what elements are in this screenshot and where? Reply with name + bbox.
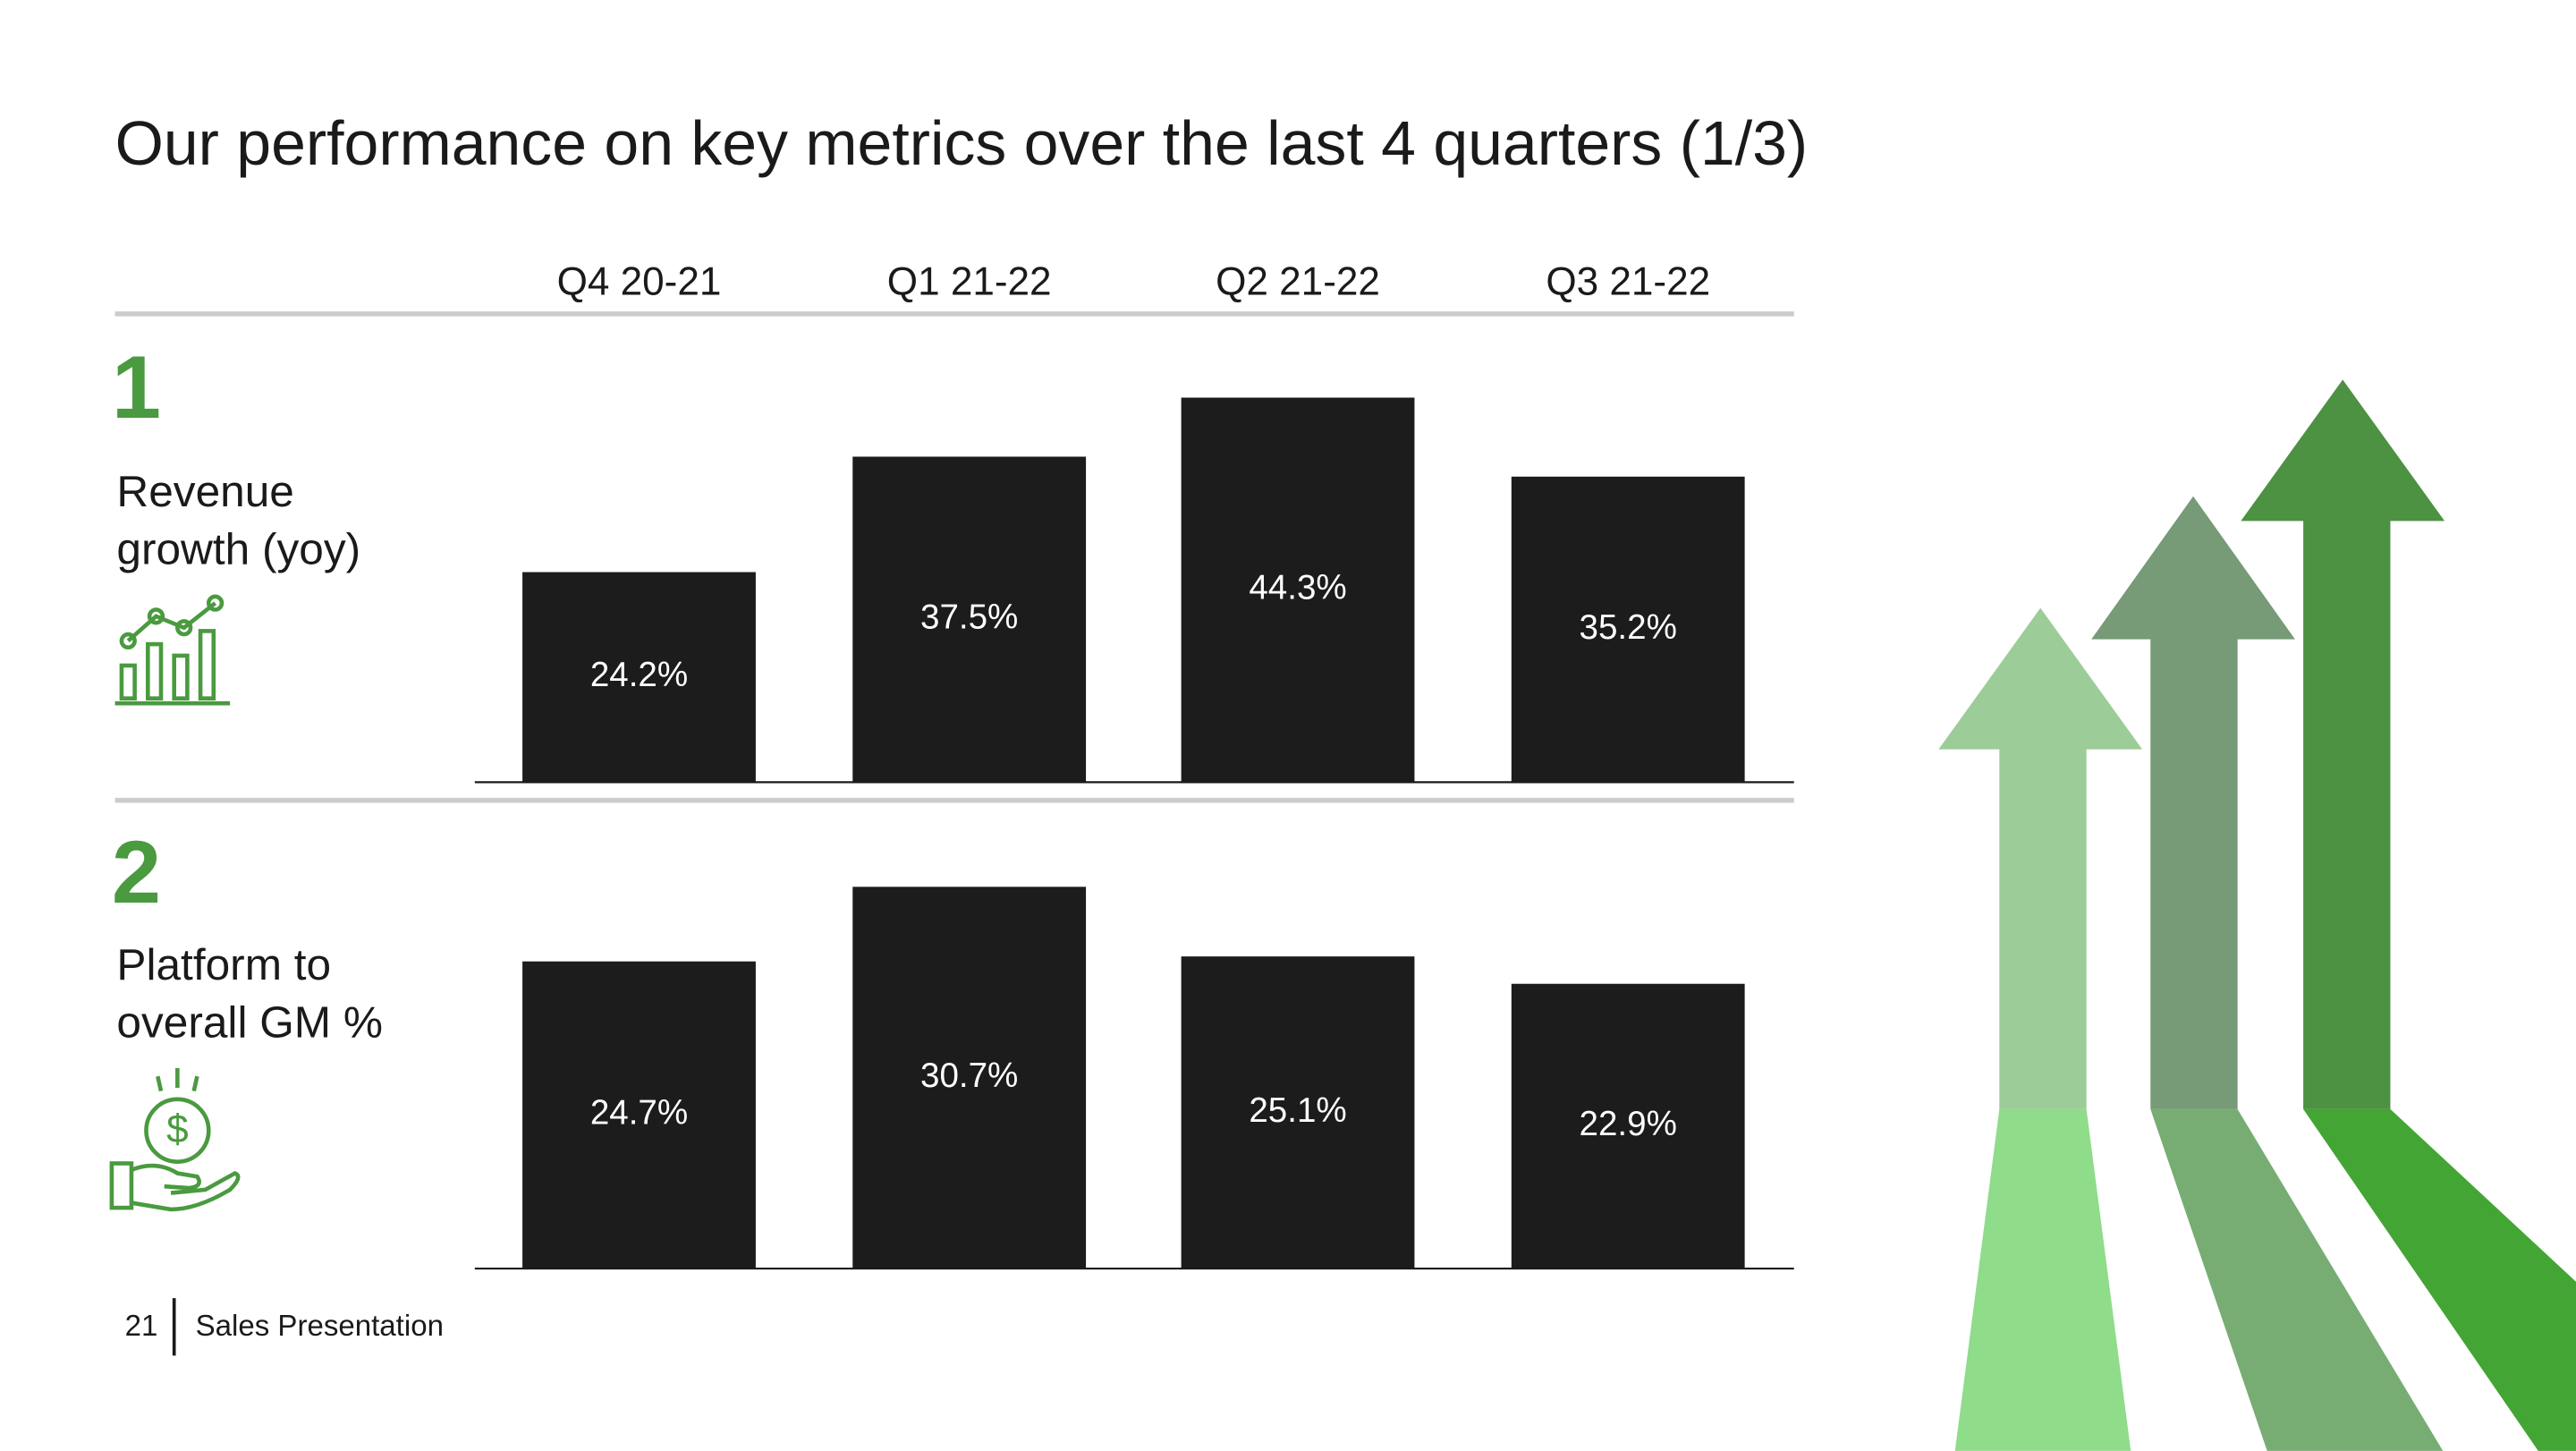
value-label: 35.2%: [1580, 608, 1677, 647]
footer-text: Sales Presentation: [196, 1310, 444, 1343]
slide-title: Our performance on key metrics over the …: [115, 108, 1809, 178]
value-label: 22.9%: [1580, 1105, 1677, 1143]
category-label: Q2 21-22: [1216, 259, 1380, 303]
bar: [852, 456, 1087, 783]
svg-text:$: $: [166, 1107, 189, 1151]
bar: [1511, 983, 1745, 1269]
money-icon: $: [109, 1067, 241, 1212]
bar: [522, 572, 756, 783]
bar: [1181, 956, 1415, 1269]
section-label: growth (yoy): [116, 523, 360, 573]
value-label: 24.7%: [590, 1094, 688, 1133]
bar: [1181, 397, 1415, 783]
section-label: overall GM %: [116, 997, 383, 1047]
value-label: 44.3%: [1249, 569, 1346, 607]
chart-icon: [114, 594, 231, 706]
value-label: 37.5%: [920, 598, 1018, 637]
section-label: Revenue: [116, 466, 293, 516]
bar: [522, 961, 756, 1269]
value-label: 30.7%: [920, 1056, 1018, 1095]
section-number: 1: [112, 338, 161, 437]
bar: [852, 887, 1087, 1269]
category-label: Q3 21-22: [1546, 259, 1710, 303]
category-label: Q4 20-21: [557, 259, 722, 303]
bar: [1511, 476, 1745, 783]
section-number: 2: [112, 823, 161, 922]
section-label: Platform to: [116, 939, 331, 989]
page-number: 21: [125, 1310, 158, 1343]
value-label: 25.1%: [1249, 1091, 1346, 1130]
category-label: Q1 21-22: [887, 259, 1052, 303]
arrows-decoration: [1938, 379, 2576, 1451]
value-label: 24.2%: [590, 656, 688, 694]
